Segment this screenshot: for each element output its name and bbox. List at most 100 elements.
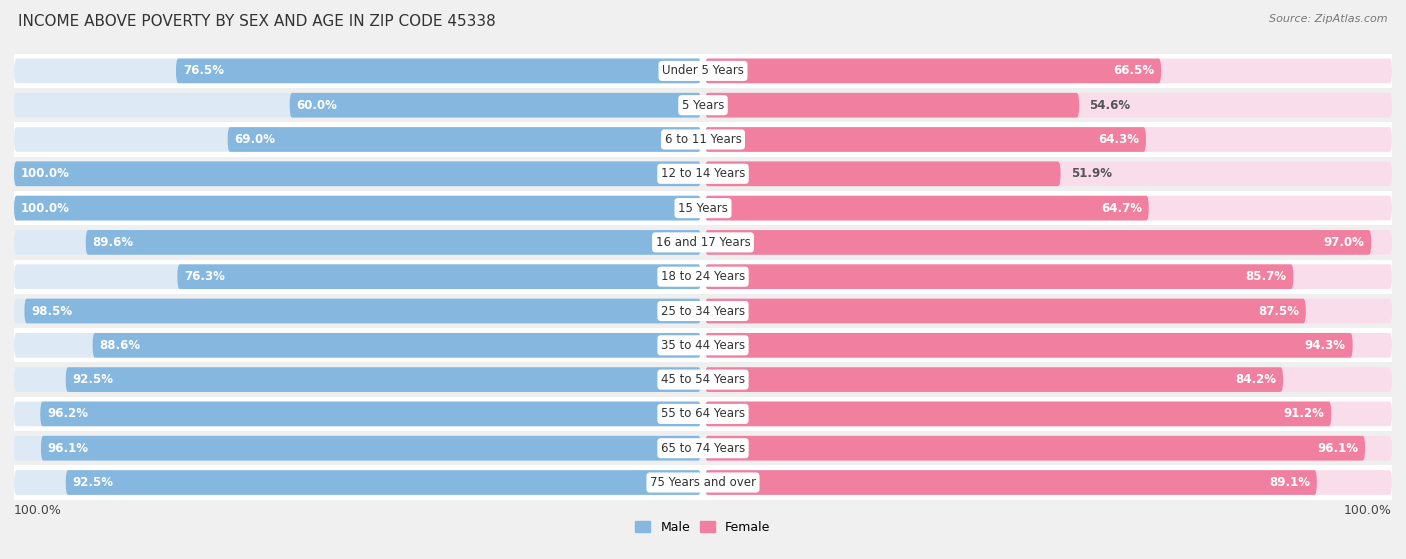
Text: 100.0%: 100.0% — [14, 504, 62, 517]
Text: 100.0%: 100.0% — [1344, 504, 1392, 517]
Text: 85.7%: 85.7% — [1246, 270, 1286, 283]
Text: 12 to 14 Years: 12 to 14 Years — [661, 167, 745, 181]
Text: 89.1%: 89.1% — [1270, 476, 1310, 489]
Text: 89.6%: 89.6% — [93, 236, 134, 249]
Text: 18 to 24 Years: 18 to 24 Years — [661, 270, 745, 283]
FancyBboxPatch shape — [704, 59, 1392, 83]
FancyBboxPatch shape — [66, 367, 702, 392]
FancyBboxPatch shape — [228, 127, 702, 152]
Text: 64.7%: 64.7% — [1101, 202, 1142, 215]
FancyBboxPatch shape — [704, 401, 1331, 427]
FancyBboxPatch shape — [93, 333, 702, 358]
FancyBboxPatch shape — [704, 196, 1392, 220]
FancyBboxPatch shape — [704, 333, 1353, 358]
Text: 60.0%: 60.0% — [297, 99, 337, 112]
Text: 64.3%: 64.3% — [1098, 133, 1139, 146]
FancyBboxPatch shape — [704, 470, 1317, 495]
Text: 45 to 54 Years: 45 to 54 Years — [661, 373, 745, 386]
Bar — [14, 431, 1392, 465]
Bar — [14, 362, 1392, 397]
FancyBboxPatch shape — [704, 470, 1392, 495]
Text: 66.5%: 66.5% — [1114, 64, 1154, 77]
FancyBboxPatch shape — [704, 93, 1392, 117]
FancyBboxPatch shape — [14, 299, 702, 323]
Text: 84.2%: 84.2% — [1236, 373, 1277, 386]
Bar — [14, 328, 1392, 362]
FancyBboxPatch shape — [704, 127, 1392, 152]
FancyBboxPatch shape — [704, 162, 1392, 186]
Text: INCOME ABOVE POVERTY BY SEX AND AGE IN ZIP CODE 45338: INCOME ABOVE POVERTY BY SEX AND AGE IN Z… — [18, 14, 496, 29]
Text: 87.5%: 87.5% — [1258, 305, 1299, 318]
FancyBboxPatch shape — [24, 299, 702, 323]
Text: 94.3%: 94.3% — [1305, 339, 1346, 352]
Bar — [14, 191, 1392, 225]
Text: Source: ZipAtlas.com: Source: ZipAtlas.com — [1270, 14, 1388, 24]
FancyBboxPatch shape — [704, 333, 1392, 358]
Text: 96.1%: 96.1% — [48, 442, 89, 454]
FancyBboxPatch shape — [41, 436, 702, 461]
Text: 25 to 34 Years: 25 to 34 Years — [661, 305, 745, 318]
FancyBboxPatch shape — [14, 162, 702, 186]
FancyBboxPatch shape — [704, 436, 1392, 461]
FancyBboxPatch shape — [14, 436, 702, 461]
FancyBboxPatch shape — [704, 93, 1080, 117]
FancyBboxPatch shape — [704, 230, 1392, 255]
Text: 75 Years and over: 75 Years and over — [650, 476, 756, 489]
FancyBboxPatch shape — [14, 196, 702, 220]
FancyBboxPatch shape — [704, 401, 1392, 427]
Text: Under 5 Years: Under 5 Years — [662, 64, 744, 77]
Text: 51.9%: 51.9% — [1071, 167, 1112, 181]
FancyBboxPatch shape — [41, 401, 702, 427]
FancyBboxPatch shape — [290, 93, 702, 117]
FancyBboxPatch shape — [14, 264, 702, 289]
FancyBboxPatch shape — [704, 196, 1149, 220]
Text: 96.2%: 96.2% — [48, 408, 89, 420]
Text: 92.5%: 92.5% — [73, 476, 114, 489]
FancyBboxPatch shape — [86, 230, 702, 255]
Text: 88.6%: 88.6% — [100, 339, 141, 352]
Text: 55 to 64 Years: 55 to 64 Years — [661, 408, 745, 420]
Bar — [14, 294, 1392, 328]
Bar — [14, 465, 1392, 500]
Bar — [14, 54, 1392, 88]
FancyBboxPatch shape — [14, 196, 702, 220]
Text: 76.5%: 76.5% — [183, 64, 224, 77]
Bar — [14, 88, 1392, 122]
FancyBboxPatch shape — [14, 333, 702, 358]
Text: 69.0%: 69.0% — [235, 133, 276, 146]
Text: 65 to 74 Years: 65 to 74 Years — [661, 442, 745, 454]
FancyBboxPatch shape — [704, 436, 1365, 461]
Bar — [14, 157, 1392, 191]
Bar — [14, 122, 1392, 157]
Text: 100.0%: 100.0% — [21, 167, 70, 181]
Text: 54.6%: 54.6% — [1090, 99, 1130, 112]
FancyBboxPatch shape — [177, 264, 702, 289]
Text: 97.0%: 97.0% — [1323, 236, 1364, 249]
FancyBboxPatch shape — [704, 59, 1161, 83]
Bar — [14, 225, 1392, 259]
FancyBboxPatch shape — [14, 367, 702, 392]
Text: 16 and 17 Years: 16 and 17 Years — [655, 236, 751, 249]
Text: 96.1%: 96.1% — [1317, 442, 1358, 454]
FancyBboxPatch shape — [66, 470, 702, 495]
Text: 100.0%: 100.0% — [21, 202, 70, 215]
FancyBboxPatch shape — [704, 264, 1294, 289]
Bar — [14, 259, 1392, 294]
FancyBboxPatch shape — [14, 162, 702, 186]
Text: 5 Years: 5 Years — [682, 99, 724, 112]
Bar — [14, 397, 1392, 431]
FancyBboxPatch shape — [704, 367, 1284, 392]
FancyBboxPatch shape — [176, 59, 702, 83]
Text: 98.5%: 98.5% — [31, 305, 72, 318]
FancyBboxPatch shape — [704, 230, 1371, 255]
FancyBboxPatch shape — [14, 127, 702, 152]
FancyBboxPatch shape — [704, 162, 1060, 186]
Legend: Male, Female: Male, Female — [631, 517, 775, 538]
FancyBboxPatch shape — [704, 367, 1392, 392]
Text: 35 to 44 Years: 35 to 44 Years — [661, 339, 745, 352]
FancyBboxPatch shape — [704, 299, 1306, 323]
FancyBboxPatch shape — [704, 264, 1392, 289]
FancyBboxPatch shape — [14, 230, 702, 255]
FancyBboxPatch shape — [14, 93, 702, 117]
Text: 91.2%: 91.2% — [1284, 408, 1324, 420]
